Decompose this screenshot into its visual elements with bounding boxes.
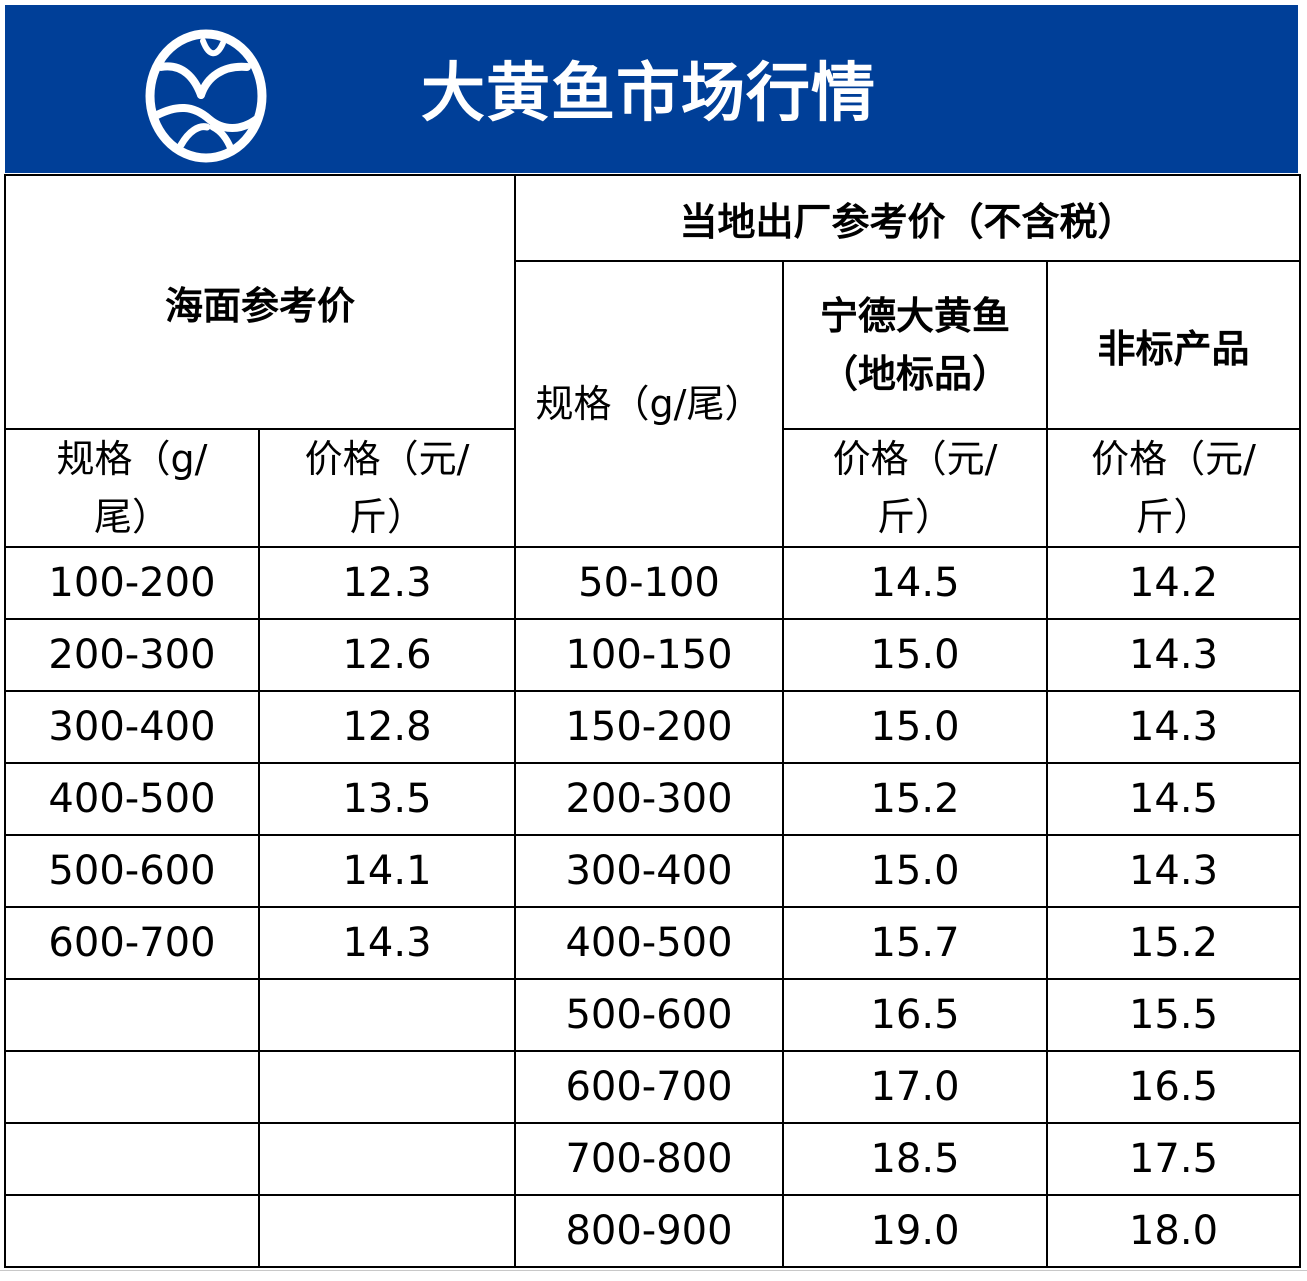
sea-spec-cell: 200-300 bbox=[4, 618, 260, 692]
sea-spec-cell: 300-400 bbox=[4, 690, 260, 764]
nonstandard-price-cell: 17.5 bbox=[1046, 1122, 1302, 1196]
sea-spec-cell bbox=[4, 1122, 260, 1196]
ningde-price-header: 价格（元/斤） bbox=[782, 428, 1049, 548]
factory-spec-cell: 200-300 bbox=[514, 762, 785, 836]
price-table: 海面参考价 当地出厂参考价（不含税） 规格（g/尾） 宁德大黄鱼（地标品） 非标… bbox=[3, 174, 1302, 1268]
factory-spec-header: 规格（g/尾） bbox=[514, 260, 785, 548]
ningde-price-cell: 15.2 bbox=[782, 762, 1049, 836]
table-row: 500-600 16.5 15.5 bbox=[4, 978, 1302, 1052]
sea-spec-header: 规格（g/尾） bbox=[4, 428, 260, 548]
ningde-price-cell: 15.0 bbox=[782, 834, 1049, 908]
sea-spec-cell: 600-700 bbox=[4, 906, 260, 980]
sea-price-cell bbox=[257, 1050, 517, 1124]
nonstandard-price-cell: 14.3 bbox=[1046, 834, 1302, 908]
factory-spec-cell: 400-500 bbox=[514, 906, 785, 980]
ningde-price-cell: 15.0 bbox=[782, 618, 1049, 692]
table-row: 400-500 13.5 200-300 15.2 14.5 bbox=[4, 762, 1302, 836]
sea-spec-cell: 500-600 bbox=[4, 834, 260, 908]
factory-spec-cell: 500-600 bbox=[514, 978, 785, 1052]
factory-spec-cell: 50-100 bbox=[514, 546, 785, 620]
ningde-price-cell: 14.5 bbox=[782, 546, 1049, 620]
ningde-price-cell: 16.5 bbox=[782, 978, 1049, 1052]
nonstandard-price-cell: 18.0 bbox=[1046, 1194, 1302, 1268]
factory-spec-cell: 150-200 bbox=[514, 690, 785, 764]
nonstandard-price-cell: 15.2 bbox=[1046, 906, 1302, 980]
factory-spec-cell: 600-700 bbox=[514, 1050, 785, 1124]
nonstandard-price-cell: 14.3 bbox=[1046, 618, 1302, 692]
nonstandard-price-cell: 14.2 bbox=[1046, 546, 1302, 620]
sea-spec-cell bbox=[4, 1194, 260, 1268]
table-row: 700-800 18.5 17.5 bbox=[4, 1122, 1302, 1196]
ningde-price-cell: 15.0 bbox=[782, 690, 1049, 764]
sea-spec-cell: 400-500 bbox=[4, 762, 260, 836]
ningde-price-cell: 17.0 bbox=[782, 1050, 1049, 1124]
nonstandard-price-cell: 16.5 bbox=[1046, 1050, 1302, 1124]
sea-price-cell bbox=[257, 978, 517, 1052]
sea-price-cell: 14.3 bbox=[257, 906, 517, 980]
sea-price-cell: 12.3 bbox=[257, 546, 517, 620]
fish-circle-logo-icon bbox=[145, 29, 267, 163]
sea-price-header: 价格（元/斤） bbox=[257, 428, 517, 548]
factory-spec-cell: 800-900 bbox=[514, 1194, 785, 1268]
sea-price-group-header: 海面参考价 bbox=[3, 174, 517, 430]
factory-spec-cell: 300-400 bbox=[514, 834, 785, 908]
table-row: 800-900 19.0 18.0 bbox=[4, 1194, 1302, 1268]
ningde-price-cell: 19.0 bbox=[782, 1194, 1049, 1268]
factory-spec-cell: 100-150 bbox=[514, 618, 785, 692]
table-row: 600-700 17.0 16.5 bbox=[4, 1050, 1302, 1124]
factory-spec-cell: 700-800 bbox=[514, 1122, 785, 1196]
sea-price-cell: 12.6 bbox=[257, 618, 517, 692]
sea-price-cell bbox=[257, 1122, 517, 1196]
table-row: 100-200 12.3 50-100 14.5 14.2 bbox=[4, 546, 1302, 620]
nonstandard-header: 非标产品 bbox=[1046, 260, 1302, 430]
sea-spec-cell bbox=[4, 1050, 260, 1124]
ningde-header: 宁德大黄鱼（地标品） bbox=[782, 260, 1049, 430]
nonstandard-price-cell: 14.5 bbox=[1046, 762, 1302, 836]
sea-spec-cell: 100-200 bbox=[4, 546, 260, 620]
sea-spec-cell bbox=[4, 978, 260, 1052]
table-row: 300-400 12.8 150-200 15.0 14.3 bbox=[4, 690, 1302, 764]
sea-price-cell bbox=[257, 1194, 517, 1268]
spreadsheet-gridline-strip bbox=[0, 1270, 1307, 1281]
table-row: 200-300 12.6 100-150 15.0 14.3 bbox=[4, 618, 1302, 692]
table-row: 600-700 14.3 400-500 15.7 15.2 bbox=[4, 906, 1302, 980]
ningde-price-cell: 18.5 bbox=[782, 1122, 1049, 1196]
title-banner: 大黄鱼市场行情 bbox=[5, 5, 1298, 173]
sea-price-cell: 14.1 bbox=[257, 834, 517, 908]
table-row: 500-600 14.1 300-400 15.0 14.3 bbox=[4, 834, 1302, 908]
sea-price-cell: 12.8 bbox=[257, 690, 517, 764]
sea-price-cell: 13.5 bbox=[257, 762, 517, 836]
nonstandard-price-cell: 15.5 bbox=[1046, 978, 1302, 1052]
ningde-price-cell: 15.7 bbox=[782, 906, 1049, 980]
page-title: 大黄鱼市场行情 bbox=[421, 57, 876, 131]
nonstandard-price-cell: 14.3 bbox=[1046, 690, 1302, 764]
nonstandard-price-header: 价格（元/斤） bbox=[1046, 428, 1302, 548]
factory-price-group-header: 当地出厂参考价（不含税） bbox=[514, 174, 1302, 262]
